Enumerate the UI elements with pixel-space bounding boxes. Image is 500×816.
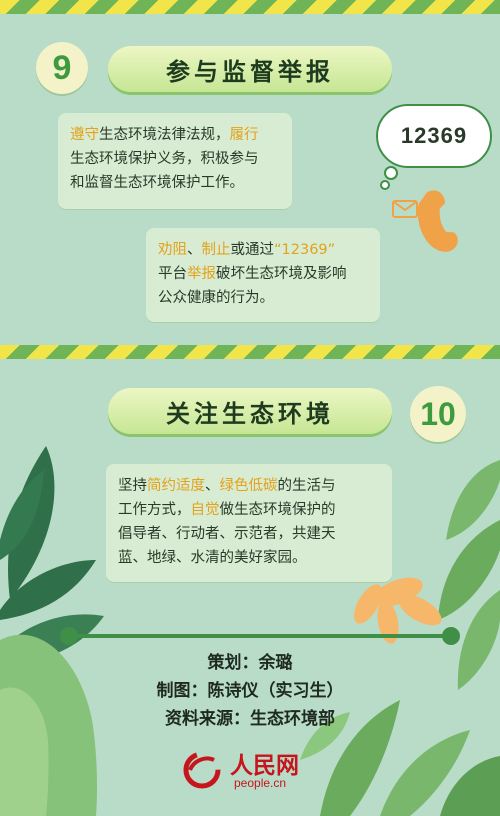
credit-planner: 策划：余璐 [207,653,293,673]
body-text: 破坏生态环境及影响 [216,266,347,282]
highlight-text: 遵守 [70,127,99,143]
highlight-text: “12369” [274,242,336,258]
highlight-text: 劝阻 [158,242,187,258]
panel-line: 劝阻、制止或通过“12369” [158,238,368,262]
highlight-text: 举报 [187,266,216,282]
credit-designer: 制图：陈诗仪（实习生） [156,681,344,701]
middle-stripe-border [0,345,500,359]
top-stripe-border [0,0,500,14]
body-text: 、 [187,242,202,258]
section-10-title: 关注生态环境 [108,388,392,434]
body-text: 蓝、地绿、水清的美好家园。 [118,550,307,566]
body-text: 生态环境法律法规， [99,127,230,143]
highlight-text: 绿色低碳 [219,478,278,494]
envelope-icon [392,200,418,218]
highlight-text: 制止 [201,242,231,258]
section-9-title: 参与监督举报 [108,46,392,92]
speech-bubble-icon: 12369 [376,104,492,168]
section-10-panel: 坚持简约适度、绿色低碳的生活与 工作方式，自觉做生态环境保护的 倡导者、行动者、示范… [106,464,392,582]
panel-line: 蓝、地绿、水清的美好家园。 [118,546,380,570]
panel-line: 倡导者、行动者、示范者，共建天 [118,522,380,546]
panel-line: 坚持简约适度、绿色低碳的生活与 [118,474,380,498]
section-9-number-badge: 9 [36,42,88,94]
phone-icon [417,190,458,252]
body-text: 公众健康的行为。 [158,290,274,306]
credit-source: 资料来源：生态环境部 [165,709,335,729]
body-text: 、 [205,478,220,494]
panel-line: 和监督生态环境保护工作。 [70,171,280,195]
body-text: 倡导者、行动者、示范者，共建天 [118,526,336,542]
panel-line: 公众健康的行为。 [158,286,368,310]
logo-url: people.cn [234,776,287,790]
section-9-panel-2: 劝阻、制止或通过“12369” 平台举报破坏生态环境及影响 公众健康的行为。 [146,228,380,322]
body-text: 或通过 [230,242,275,258]
credits-divider [62,634,456,638]
section-9-panel-1: 遵守生态环境法律法规，履行生态环境保护义务，积极参与 和监督生态环境保护工作。 [58,113,292,209]
bubble-tail-dot-2 [380,180,390,190]
panel-line: 生态环境保护义务，积极参与 [70,147,280,171]
section-10-number-badge: 10 [410,386,466,442]
highlight-text: 自觉 [190,502,220,518]
body-text: 做生态环境保护的 [219,502,336,518]
body-text: 坚持 [118,478,147,494]
panel-line: 工作方式，自觉做生态环境保护的 [118,498,380,522]
logo-name: 人民网 [230,752,299,779]
body-text: 生态环境保护义务，积极参与 [70,151,259,167]
divider-right-dot [442,627,460,645]
people-logo: 人民网 people.cn [180,746,330,796]
bubble-tail-dot-1 [384,166,398,180]
body-text: 平台 [158,266,187,282]
highlight-text: 履行 [229,127,259,143]
body-text: 的生活与 [277,478,336,494]
body-text: 工作方式， [118,502,191,518]
people-logo-icon [183,751,221,789]
hotline-number: 12369 [400,123,468,148]
panel-line: 遵守生态环境法律法规，履行 [70,123,280,147]
panel-line: 平台举报破坏生态环境及影响 [158,262,368,286]
highlight-text: 简约适度 [147,478,205,494]
body-text: 和监督生态环境保护工作。 [70,175,244,191]
